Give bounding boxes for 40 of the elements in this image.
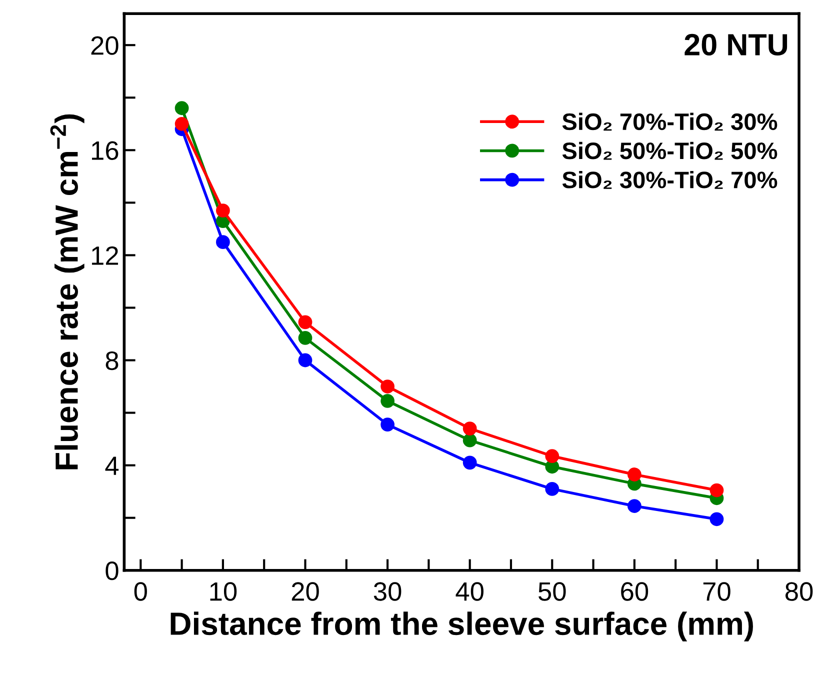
x-tick-label: 10 — [210, 582, 237, 601]
point — [545, 449, 560, 464]
legend-label: SiO₂ 70%-TiO₂ 30% — [562, 112, 778, 131]
point — [380, 394, 394, 408]
y-tick-label: 4 — [105, 456, 119, 475]
annotation: 20 NTU — [684, 34, 788, 56]
y-tick-label: 16 — [92, 141, 118, 160]
legend-label: SiO₂ 50%-TiO₂ 50% — [562, 142, 778, 160]
point — [216, 204, 230, 218]
point — [462, 422, 477, 436]
y-tick-label: 12 — [92, 246, 118, 265]
point — [298, 315, 312, 330]
legend-label: SiO₂ 30%-TiO₂ 70% — [562, 170, 778, 189]
point — [710, 512, 724, 526]
point — [216, 235, 230, 250]
point — [174, 101, 189, 116]
x-axis-title: Distance from the sleeve surface (mm) — [170, 612, 753, 642]
y-tick-label: 20 — [91, 36, 118, 55]
x-tick-label: 50 — [538, 582, 566, 601]
point — [710, 483, 724, 498]
point — [627, 468, 642, 482]
point — [298, 330, 312, 345]
x-tick-label: 80 — [785, 582, 813, 601]
y-tick-label: 0 — [106, 561, 118, 580]
x-tick-label: 40 — [456, 582, 484, 601]
x-tick-label: 20 — [292, 582, 319, 601]
point — [545, 482, 560, 496]
point — [627, 499, 642, 513]
point — [462, 456, 477, 470]
x-tick-label: 60 — [621, 582, 648, 601]
point — [298, 353, 312, 368]
point — [174, 116, 189, 131]
x-tick-label: 0 — [134, 582, 147, 601]
y-axis-title: Fluence rate (mW cm$^{−2}$) — [50, 114, 84, 470]
point — [462, 433, 477, 448]
point — [380, 418, 394, 432]
y-tick-label: 8 — [106, 351, 118, 370]
x-tick-label: 30 — [374, 582, 402, 601]
point — [380, 380, 394, 394]
x-tick-label: 70 — [703, 582, 730, 601]
